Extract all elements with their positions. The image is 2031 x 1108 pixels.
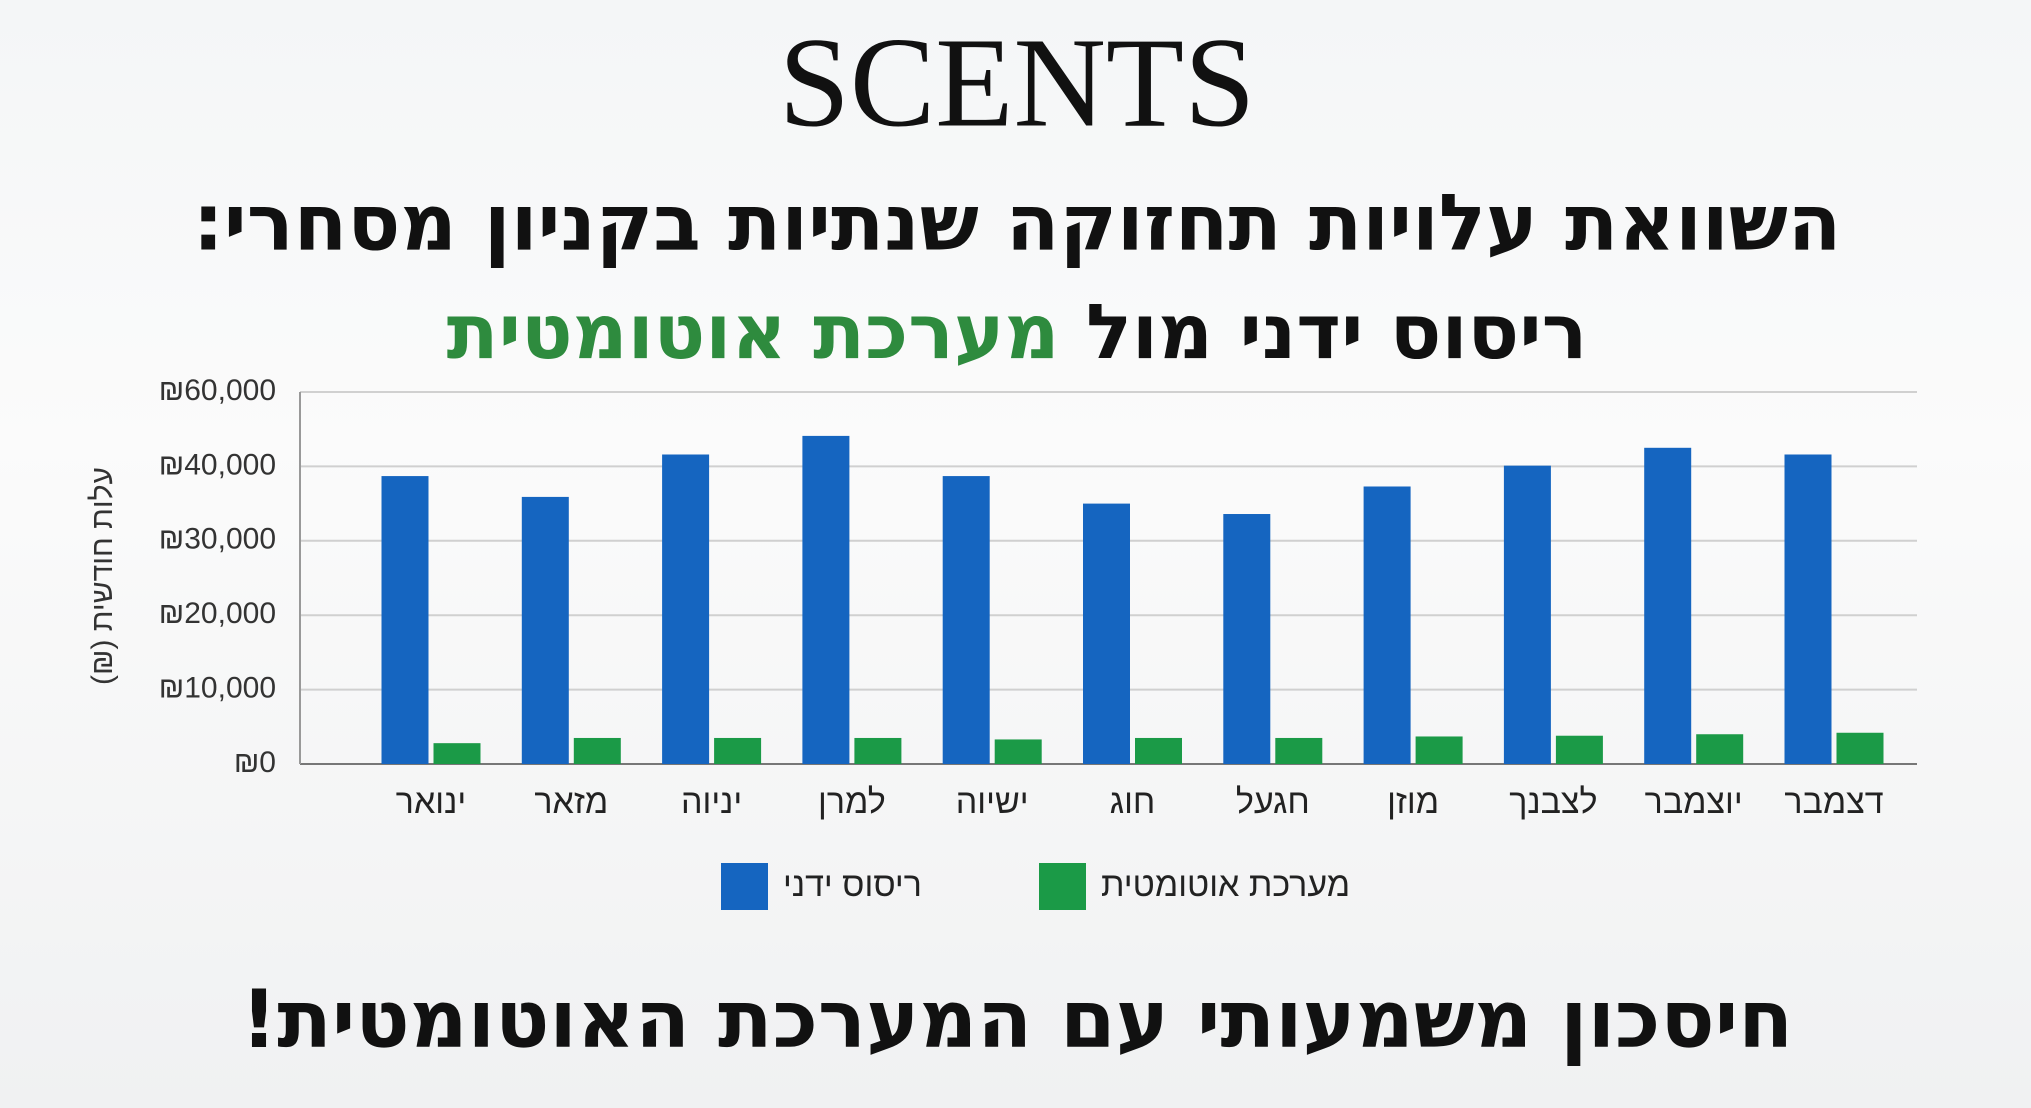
y-tick-label: ₪20,000: [159, 597, 276, 630]
bar: [1836, 732, 1884, 764]
x-tick-label: חוג: [1110, 783, 1156, 821]
bar: [1135, 737, 1182, 764]
subtitle-part: ריסוס ידני מול: [1086, 287, 1587, 376]
bar: [1275, 737, 1323, 764]
y-tick-label: ₪60,000: [159, 374, 276, 407]
brand: SCENTS: [779, 11, 1256, 153]
bar: [1555, 735, 1603, 764]
x-tick-label: למרן: [818, 783, 886, 821]
bar: [714, 737, 762, 764]
y-tick-label: ₪10,000: [159, 672, 276, 705]
legend-swatch: [721, 863, 768, 910]
bar: [573, 737, 621, 764]
bar: [1083, 503, 1130, 764]
subtitle-part: מערכת אוטומטית: [447, 287, 1060, 376]
chart-title: השוואת עלויות תחזוקה שנתיות בקניון מסחרי…: [193, 178, 1842, 268]
bar: [942, 476, 990, 764]
y-tick-label: ₪40,000: [159, 448, 276, 481]
x-tick-label: דצמבר: [1784, 783, 1883, 821]
x-tick-label: יוצמבר: [1645, 783, 1743, 821]
x-tick-label: מזאר: [534, 783, 608, 821]
bar: [854, 737, 902, 764]
bar: [521, 496, 569, 764]
x-tick-label: מוזן: [1387, 783, 1439, 821]
y-tick-label: ₪30,000: [159, 523, 276, 556]
x-tick-label: חגעל: [1236, 783, 1310, 821]
bar: [1223, 514, 1271, 764]
legend-label: ריסוס ידני: [783, 866, 922, 904]
y-tick-label: ₪0: [234, 746, 276, 779]
x-tick-label: ישיוה: [956, 783, 1029, 821]
legend-swatch: [1039, 863, 1086, 910]
bar: [1784, 454, 1832, 764]
y-axis-label: עלות חודשית (₪): [86, 467, 119, 685]
bar: [1644, 447, 1692, 764]
bar: [381, 476, 429, 764]
bar: [994, 739, 1042, 764]
chart-subtitle: ריסוס ידני מול מערכת אוטומטית: [447, 287, 1588, 376]
footer: חיסכון משמעותי עם המערכת האוטומטית!: [241, 973, 1794, 1066]
x-tick-label: יניוה: [681, 783, 742, 821]
bar: [662, 454, 710, 764]
bar: [1696, 734, 1744, 764]
bar: [1415, 736, 1463, 764]
bar: [802, 435, 850, 764]
x-tick-label: ינואר: [396, 783, 466, 821]
legend-label: מערכת אוטומטית: [1101, 866, 1350, 904]
bar: [433, 743, 481, 764]
bar: [1363, 486, 1411, 764]
x-tick-label: לצבנך: [1509, 783, 1597, 821]
bar: [1503, 465, 1551, 764]
